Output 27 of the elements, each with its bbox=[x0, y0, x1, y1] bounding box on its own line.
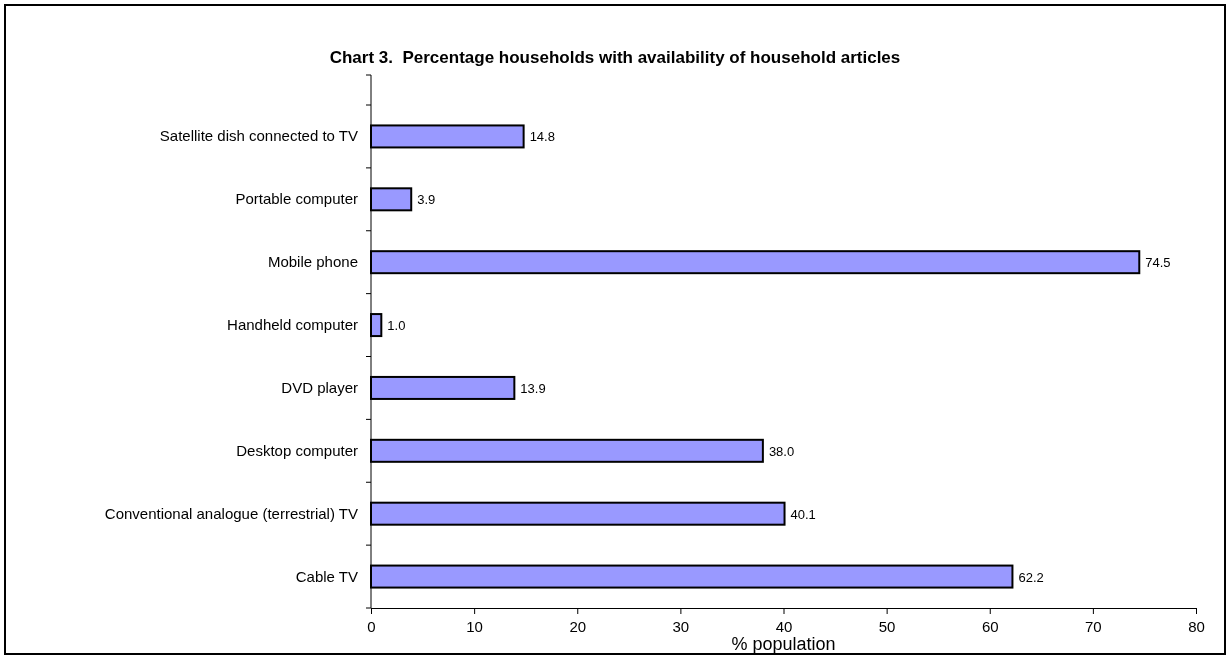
x-axis-title: % population bbox=[731, 634, 836, 654]
y-tick-label: Portable computer bbox=[235, 190, 358, 208]
y-tick-label: DVD player bbox=[281, 378, 358, 396]
data-label: 1.0 bbox=[387, 318, 406, 334]
y-tick-label: Conventional analogue (terrestrial) TV bbox=[104, 504, 358, 522]
x-tick-label: 70 bbox=[1085, 618, 1102, 635]
data-label: 3.9 bbox=[417, 192, 436, 208]
data-label: 14.8 bbox=[529, 129, 555, 145]
y-tick-label: Desktop computer bbox=[236, 441, 358, 459]
y-tick-label: Cable TV bbox=[295, 567, 358, 585]
x-tick-label: 0 bbox=[367, 618, 376, 635]
data-label: 38.0 bbox=[768, 443, 795, 459]
y-tick-label: Satellite dish connected to TV bbox=[159, 127, 358, 145]
data-label: 13.9 bbox=[520, 380, 546, 396]
x-tick-label: 30 bbox=[672, 618, 690, 635]
data-label: 40.1 bbox=[790, 506, 816, 522]
y-tick-label: Mobile phone bbox=[267, 253, 358, 271]
data-label: 62.2 bbox=[1018, 569, 1044, 585]
x-tick-label: 20 bbox=[569, 618, 587, 635]
x-tick-label: 10 bbox=[466, 618, 483, 635]
x-tick-label: 60 bbox=[981, 618, 999, 635]
x-tick-label: 50 bbox=[878, 618, 896, 635]
chart-title: Chart 3. Percentage households with availability of household articles bbox=[329, 48, 901, 67]
y-tick-label: Handheld computer bbox=[227, 316, 358, 334]
x-tick-label: 40 bbox=[775, 618, 793, 635]
data-label: 74.5 bbox=[1145, 255, 1171, 271]
x-tick-label: 80 bbox=[1188, 618, 1205, 635]
